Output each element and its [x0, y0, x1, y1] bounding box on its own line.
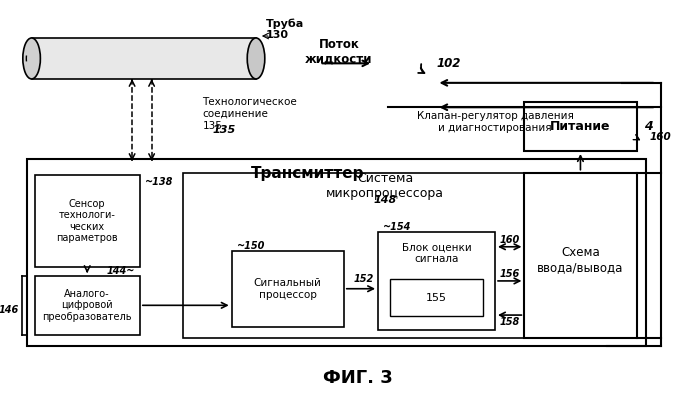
Text: Технологическое
соединение
135: Технологическое соединение 135 — [202, 98, 297, 131]
Text: 144~: 144~ — [107, 266, 135, 276]
Text: ~150: ~150 — [236, 241, 265, 251]
Text: 148: 148 — [374, 195, 397, 205]
Bar — [183, 173, 588, 339]
Text: 156: 156 — [500, 269, 520, 279]
Bar — [27, 159, 647, 346]
Text: 155: 155 — [426, 293, 447, 303]
Text: Труба
130: Труба 130 — [266, 18, 304, 40]
Text: ~138: ~138 — [145, 177, 173, 187]
Text: Аналого-
цифровой
преобразователь: Аналого- цифровой преобразователь — [43, 289, 132, 322]
Text: ФИГ. 3: ФИГ. 3 — [323, 369, 392, 387]
Text: Сенсор
технологи-
ческих
параметров: Сенсор технологи- ческих параметров — [57, 199, 118, 243]
Text: Сигнальный
процессор: Сигнальный процессор — [254, 278, 322, 299]
Text: Клапан-регулятор давления
и диагностирования: Клапан-регулятор давления и диагностиров… — [417, 111, 573, 133]
Bar — [524, 173, 637, 339]
Bar — [524, 102, 637, 151]
Text: 160: 160 — [649, 132, 671, 141]
Bar — [31, 38, 256, 79]
Text: 152: 152 — [353, 274, 373, 284]
Text: Система
микропроцессора: Система микропроцессора — [326, 172, 445, 200]
Ellipse shape — [23, 38, 41, 79]
Ellipse shape — [247, 38, 265, 79]
Bar — [378, 232, 495, 330]
Text: 135: 135 — [212, 125, 236, 135]
Text: Трансмиттер: Трансмиттер — [250, 166, 364, 181]
Text: Поток
жидкости: Поток жидкости — [305, 38, 373, 66]
Bar — [34, 276, 140, 335]
Text: Блок оценки
сигнала: Блок оценки сигнала — [402, 243, 471, 264]
Text: Схема
ввода/вывода: Схема ввода/вывода — [538, 246, 624, 275]
Bar — [34, 175, 140, 267]
Text: 146: 146 — [0, 305, 19, 315]
Bar — [390, 279, 484, 316]
Bar — [231, 251, 344, 327]
Text: Питание: Питание — [550, 120, 611, 133]
Text: 160: 160 — [500, 235, 520, 245]
Text: 4: 4 — [644, 120, 653, 133]
Text: ~154: ~154 — [383, 222, 411, 232]
Text: 102: 102 — [437, 57, 461, 70]
Text: 158: 158 — [500, 317, 520, 327]
